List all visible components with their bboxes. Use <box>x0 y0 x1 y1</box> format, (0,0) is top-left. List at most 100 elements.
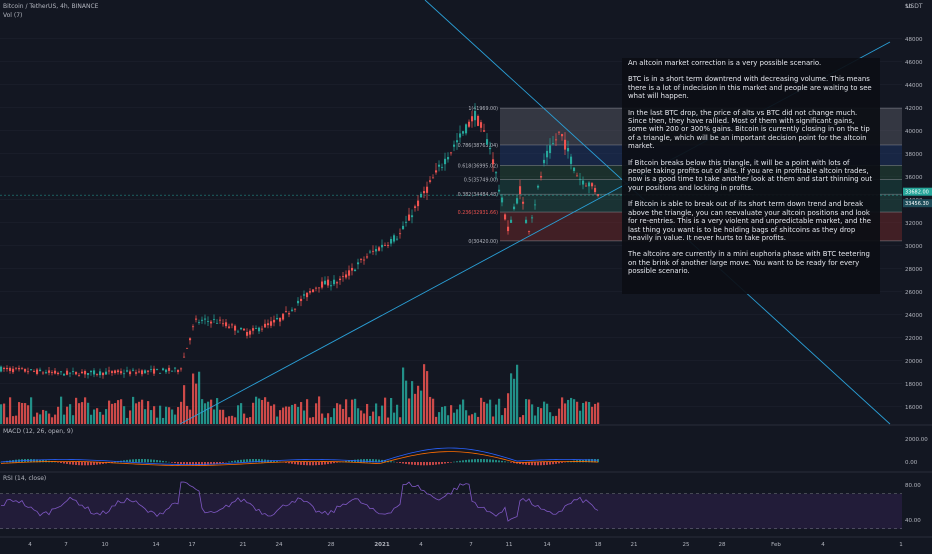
time-axis-tick-label: 18 <box>595 542 602 548</box>
volume-bar <box>486 404 488 424</box>
candle-body <box>87 373 89 375</box>
volume-bar <box>261 400 263 424</box>
macd-histogram-bar <box>150 459 152 462</box>
macd-title[interactable]: MACD (12, 26, open, 9) <box>3 428 73 435</box>
volume-bar <box>369 416 371 424</box>
macd-histogram-bar <box>501 461 503 462</box>
volume-bar <box>57 407 59 424</box>
volume-bar <box>342 409 344 424</box>
macd-histogram-bar <box>453 462 455 463</box>
candle-body <box>174 368 176 369</box>
volume-bar <box>132 397 134 424</box>
macd-histogram-bar <box>561 462 563 463</box>
macd-histogram-bar <box>321 462 323 465</box>
volume-bar <box>120 399 122 424</box>
volume-bar <box>309 418 311 424</box>
candle-body <box>555 139 557 140</box>
volume-bar <box>432 399 434 424</box>
candle-body <box>384 245 386 246</box>
symbol-title[interactable]: Bitcoin / TetherUS, 4h, BINANCE <box>3 3 98 10</box>
volume-bar <box>339 404 341 424</box>
volume-bar <box>363 413 365 424</box>
candle-body <box>267 323 269 325</box>
macd-histogram-bar <box>234 461 236 463</box>
rsi-axis-tick-label: 40.00 <box>905 518 921 524</box>
volume-bar <box>462 400 464 424</box>
candle-body <box>405 222 407 223</box>
volume-bar <box>162 418 164 424</box>
volume-bar <box>288 407 290 424</box>
candle-body <box>390 239 392 244</box>
currency-label[interactable]: USDT <box>906 3 923 10</box>
price-axis-badge-label: 33682.00 <box>905 190 929 196</box>
macd-histogram-bar <box>162 461 164 462</box>
candle-body <box>90 371 92 372</box>
volume-bar <box>114 403 116 424</box>
candle-body <box>399 233 401 234</box>
volume-bar <box>189 410 191 424</box>
candle-body <box>294 309 296 310</box>
macd-histogram-bar <box>306 462 308 465</box>
volume-bar <box>312 417 314 424</box>
candle-body <box>420 194 422 197</box>
candle-body <box>54 371 56 374</box>
candle-body <box>300 299 302 301</box>
volume-bar <box>558 409 560 424</box>
volume-bar <box>402 368 404 424</box>
candle-body <box>285 311 287 312</box>
volume-bar <box>60 397 62 424</box>
volume-bar <box>456 409 458 424</box>
candle-body <box>468 122 470 127</box>
candle-body <box>102 373 104 375</box>
candle-body <box>153 369 155 374</box>
volume-bar <box>387 418 389 424</box>
candle-body <box>585 186 587 187</box>
candle-body <box>459 133 461 137</box>
volume-title[interactable]: Vol (7) <box>3 12 22 19</box>
volume-bar <box>405 381 407 424</box>
volume-bar <box>33 417 35 424</box>
volume-bar <box>225 417 227 424</box>
note-paragraph: An altcoin market correction is a very p… <box>628 59 874 67</box>
volume-bar <box>231 416 233 424</box>
volume-bar <box>543 402 545 424</box>
macd-histogram-bar <box>57 462 59 463</box>
candle-body <box>273 320 275 323</box>
candle-body <box>432 178 434 179</box>
candle-body <box>552 143 554 144</box>
macd-histogram-bar <box>429 462 431 465</box>
fib-level-label: 0.618(36995.02) <box>458 163 498 169</box>
candle-body <box>240 328 242 329</box>
candle-body <box>243 329 245 331</box>
candle-body <box>24 369 26 372</box>
candle-body <box>249 331 251 335</box>
macd-histogram-bar <box>318 462 320 465</box>
candle-body <box>60 371 62 372</box>
time-axis-tick-label: 7 <box>469 542 473 548</box>
candle-body <box>63 374 65 376</box>
candle-body <box>264 324 266 328</box>
fib-level-label: 1(41969.00) <box>468 106 498 112</box>
macd-histogram-bar <box>333 462 335 463</box>
macd-histogram-bar <box>291 462 293 464</box>
volume-bar <box>477 417 479 424</box>
volume-bar <box>582 403 584 424</box>
volume-bar <box>504 408 506 424</box>
volume-bar <box>591 407 593 424</box>
volume-bar <box>216 398 218 424</box>
macd-axis-tick-label: 2000.00 <box>905 437 928 443</box>
macd-histogram-bar <box>477 459 479 462</box>
macd-histogram-bar <box>171 462 173 463</box>
rsi-title[interactable]: RSI (14, close) <box>3 475 46 482</box>
candle-body <box>429 180 431 182</box>
candle-body <box>351 268 353 271</box>
candle-body <box>480 122 482 128</box>
price-axis-tick-label: 42000 <box>905 106 923 112</box>
macd-histogram-bar <box>393 462 395 463</box>
candle-body <box>135 372 137 373</box>
candle-body <box>42 373 44 374</box>
candle-body <box>378 247 380 250</box>
macd-histogram-bar <box>450 462 452 463</box>
candle-body <box>528 231 530 232</box>
macd-histogram-bar <box>414 462 416 465</box>
